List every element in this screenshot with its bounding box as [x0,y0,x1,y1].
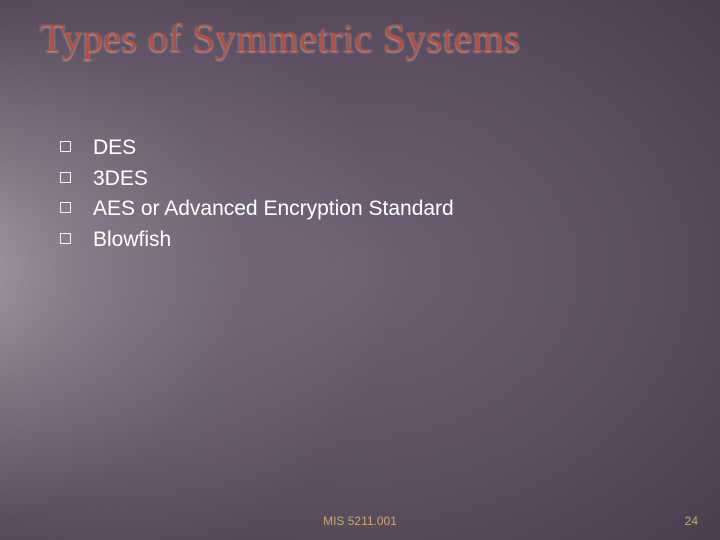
slide-number: 24 [685,514,698,528]
list-item: AES or Advanced Encryption Standard [60,195,680,223]
bullet-text: 3DES [93,165,680,193]
square-bullet-icon [60,233,71,244]
footer-course-code: MIS 5211.001 [0,514,720,528]
list-item: 3DES [60,165,680,193]
bullet-text: Blowfish [93,226,680,254]
list-item: Blowfish [60,226,680,254]
slide-title: Types of Symmetric Systems [40,14,520,61]
bullet-text: AES or Advanced Encryption Standard [93,195,680,223]
square-bullet-icon [60,202,71,213]
square-bullet-icon [60,141,71,152]
slide: Types of Symmetric Systems DES 3DES AES … [0,0,720,540]
bullet-text: DES [93,134,680,162]
list-item: DES [60,134,680,162]
square-bullet-icon [60,172,71,183]
bullet-list: DES 3DES AES or Advanced Encryption Stan… [60,134,680,257]
